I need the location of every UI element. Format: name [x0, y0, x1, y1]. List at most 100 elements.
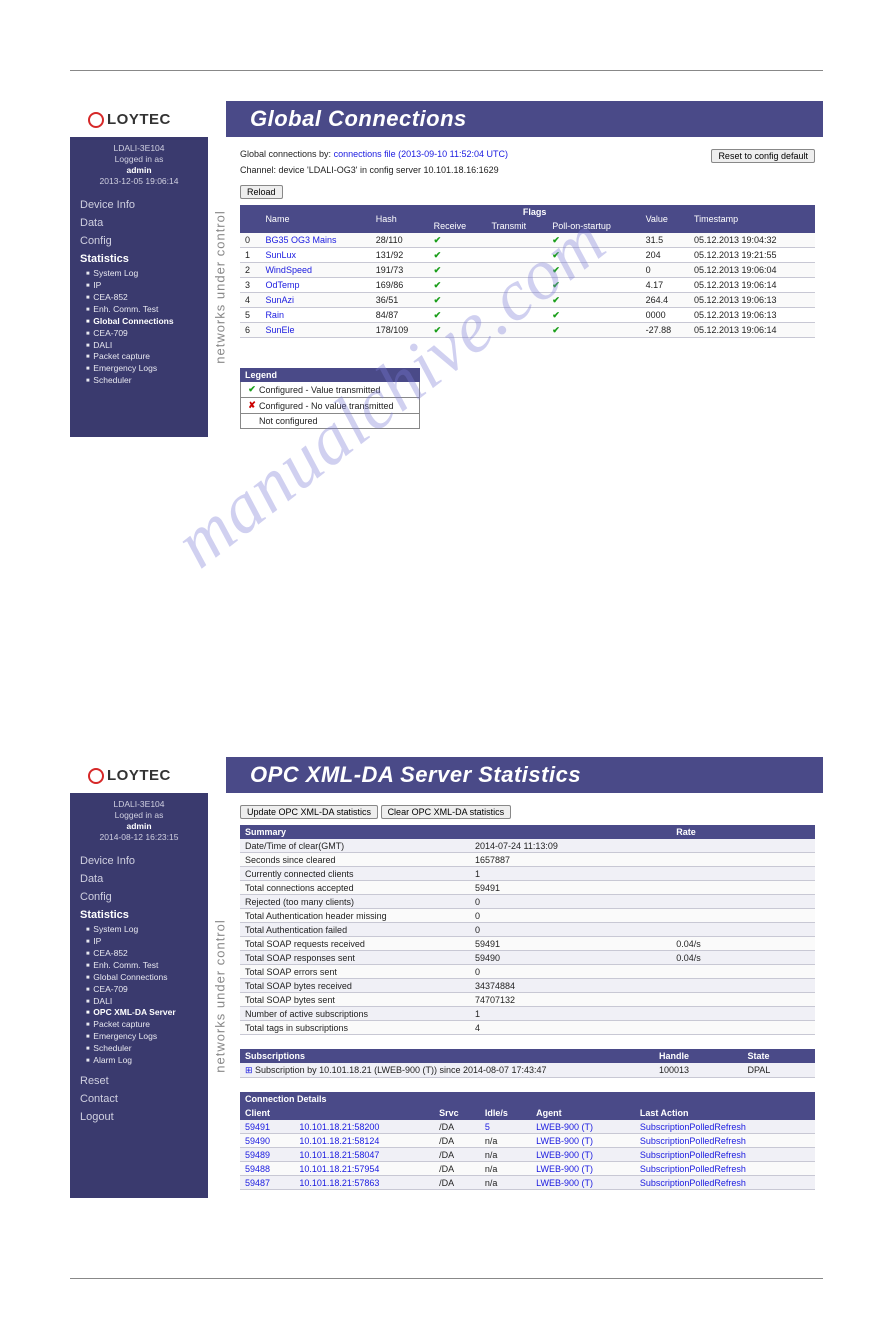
table-row[interactable]: 5949110.101.18.21:58200/DA5LWEB-900 (T)S… — [240, 1120, 815, 1134]
sidebar-subitem-system-log[interactable]: System Log — [86, 924, 208, 936]
reload-button[interactable]: Reload — [240, 185, 283, 199]
update-stats-button[interactable]: Update OPC XML-DA statistics — [240, 805, 378, 819]
sidebar-item-device-info[interactable]: Device Info — [70, 195, 208, 213]
sidebar-item-config[interactable]: Config — [70, 887, 208, 905]
sidebar-subitem-emergency-logs[interactable]: Emergency Logs — [86, 363, 208, 375]
subs-state-hdr: State — [742, 1049, 815, 1063]
table-row[interactable]: 5948710.101.18.21:57863/DAn/aLWEB-900 (T… — [240, 1176, 815, 1190]
conn-col-agent: Agent — [531, 1106, 635, 1120]
link[interactable]: 59487 — [245, 1178, 270, 1188]
table-row[interactable]: ⊞ Subscription by 10.101.18.21 (LWEB-900… — [240, 1063, 815, 1078]
link[interactable]: SubscriptionPolledRefresh — [640, 1122, 746, 1132]
sidebar-subitem-scheduler[interactable]: Scheduler — [86, 1043, 208, 1055]
sidebar: LDALI-3E104 Logged in as admin 2013-12-0… — [70, 137, 208, 437]
table-row[interactable]: 5Rain84/87✔✔000005.12.2013 19:06:13 — [240, 308, 815, 323]
sidebar-subitem-alarm-log[interactable]: Alarm Log — [86, 1055, 208, 1067]
user-name: admin — [126, 821, 151, 831]
link[interactable]: 59490 — [245, 1136, 270, 1146]
sidebar-subitem-enh-comm-test[interactable]: Enh. Comm. Test — [86, 304, 208, 316]
col-timestamp: Timestamp — [689, 205, 815, 233]
link[interactable]: 10.101.18.21:57863 — [299, 1178, 379, 1188]
table-row[interactable]: 3OdTemp169/86✔✔4.1705.12.2013 19:06:14 — [240, 278, 815, 293]
link[interactable]: SubscriptionPolledRefresh — [640, 1150, 746, 1160]
link[interactable]: LWEB-900 (T) — [536, 1136, 593, 1146]
table-row[interactable]: 0BG35 OG3 Mains28/110✔✔31.505.12.2013 19… — [240, 233, 815, 248]
sidebar-item-device-info[interactable]: Device Info — [70, 851, 208, 869]
legend-r2: Configured - No value transmitted — [259, 401, 394, 411]
sidebar-subitem-opc-xml-da-server[interactable]: OPC XML-DA Server — [86, 1007, 208, 1019]
sidebar-subitem-global-connections[interactable]: Global Connections — [86, 972, 208, 984]
titlebar: LOYTEC OPC XML-DA Server Statistics — [70, 757, 823, 793]
sidebar-subitem-cea-709[interactable]: CEA-709 — [86, 984, 208, 996]
table-row[interactable]: 1SunLux131/92✔✔20405.12.2013 19:21:55 — [240, 248, 815, 263]
col-poll: Poll-on-startup — [547, 219, 640, 233]
sidebar-subitem-system-log[interactable]: System Log — [86, 268, 208, 280]
link[interactable]: 5 — [485, 1122, 490, 1132]
sidebar-item-data[interactable]: Data — [70, 213, 208, 231]
link[interactable]: 59491 — [245, 1122, 270, 1132]
sidebar-item-reset[interactable]: Reset — [70, 1071, 208, 1089]
table-row: Total SOAP bytes received34374884 — [240, 979, 815, 993]
sidebar-item-config[interactable]: Config — [70, 231, 208, 249]
device-name: LDALI-3E104 — [74, 143, 204, 154]
link[interactable]: LWEB-900 (T) — [536, 1150, 593, 1160]
sidebar-item-logout[interactable]: Logout — [70, 1107, 208, 1125]
link[interactable]: 59488 — [245, 1164, 270, 1174]
channel-label: Channel: device 'LDALI-OG3' in config se… — [240, 165, 499, 175]
loytec-ring-icon — [88, 112, 104, 128]
vertical-label: networks under control — [208, 793, 232, 1198]
sidebar-subitem-global-connections[interactable]: Global Connections — [86, 316, 208, 328]
sidebar-subitem-packet-capture[interactable]: Packet capture — [86, 1019, 208, 1031]
sidebar-subitem-scheduler[interactable]: Scheduler — [86, 375, 208, 387]
rate-hdr: Rate — [671, 825, 815, 839]
reset-config-button[interactable]: Reset to config default — [711, 149, 815, 163]
sidebar-subitem-cea-709[interactable]: CEA-709 — [86, 328, 208, 340]
table-row: Number of active subscriptions1 — [240, 1007, 815, 1021]
sidebar-subitem-cea-852[interactable]: CEA-852 — [86, 292, 208, 304]
sidebar-subitem-dali[interactable]: DALI — [86, 340, 208, 352]
link[interactable]: 10.101.18.21:58047 — [299, 1150, 379, 1160]
link[interactable]: SubscriptionPolledRefresh — [640, 1178, 746, 1188]
sidebar-item-statistics[interactable]: Statistics — [70, 249, 208, 267]
table-row[interactable]: 6SunEle178/109✔✔-27.8805.12.2013 19:06:1… — [240, 323, 815, 338]
col-value: Value — [641, 205, 689, 233]
sidebar-item-contact[interactable]: Contact — [70, 1089, 208, 1107]
connection-name-link[interactable]: BG35 OG3 Mains — [265, 235, 336, 245]
sidebar-subitem-emergency-logs[interactable]: Emergency Logs — [86, 1031, 208, 1043]
link[interactable]: SubscriptionPolledRefresh — [640, 1136, 746, 1146]
link[interactable]: 10.101.18.21:58200 — [299, 1122, 379, 1132]
table-row[interactable]: 5948810.101.18.21:57954/DAn/aLWEB-900 (T… — [240, 1162, 815, 1176]
connection-name-link[interactable]: SunAzi — [265, 295, 294, 305]
sidebar-item-statistics[interactable]: Statistics — [70, 905, 208, 923]
sidebar-item-data[interactable]: Data — [70, 869, 208, 887]
link[interactable]: 10.101.18.21:57954 — [299, 1164, 379, 1174]
link[interactable]: SubscriptionPolledRefresh — [640, 1164, 746, 1174]
sidebar-subitem-ip[interactable]: IP — [86, 936, 208, 948]
clear-stats-button[interactable]: Clear OPC XML-DA statistics — [381, 805, 512, 819]
connection-name-link[interactable]: OdTemp — [265, 280, 299, 290]
connection-name-link[interactable]: SunEle — [265, 325, 294, 335]
table-row[interactable]: 5949010.101.18.21:58124/DAn/aLWEB-900 (T… — [240, 1134, 815, 1148]
connection-name-link[interactable]: SunLux — [265, 250, 296, 260]
table-row[interactable]: 4SunAzi36/51✔✔264.405.12.2013 19:06:13 — [240, 293, 815, 308]
sidebar-subitem-dali[interactable]: DALI — [86, 996, 208, 1008]
table-row[interactable]: 2WindSpeed191/73✔✔005.12.2013 19:06:04 — [240, 263, 815, 278]
link[interactable]: 10.101.18.21:58124 — [299, 1136, 379, 1146]
link[interactable]: LWEB-900 (T) — [536, 1178, 593, 1188]
connection-name-link[interactable]: Rain — [265, 310, 284, 320]
sidebar-subitem-packet-capture[interactable]: Packet capture — [86, 351, 208, 363]
table-row: Total SOAP errors sent0 — [240, 965, 815, 979]
conn-by-value[interactable]: connections file (2013-09-10 11:52:04 UT… — [334, 149, 508, 159]
sidebar-subitem-cea-852[interactable]: CEA-852 — [86, 948, 208, 960]
sidebar-subitem-ip[interactable]: IP — [86, 280, 208, 292]
connection-name-link[interactable]: WindSpeed — [265, 265, 312, 275]
conn-col-client: Client — [240, 1106, 434, 1120]
table-row: Total SOAP requests received594910.04/s — [240, 937, 815, 951]
table-row: Currently connected clients1 — [240, 867, 815, 881]
table-row[interactable]: 5948910.101.18.21:58047/DAn/aLWEB-900 (T… — [240, 1148, 815, 1162]
link[interactable]: 59489 — [245, 1150, 270, 1160]
link[interactable]: LWEB-900 (T) — [536, 1122, 593, 1132]
sidebar-subitem-enh-comm-test[interactable]: Enh. Comm. Test — [86, 960, 208, 972]
link[interactable]: LWEB-900 (T) — [536, 1164, 593, 1174]
subs-hdr: Subscriptions — [240, 1049, 654, 1063]
